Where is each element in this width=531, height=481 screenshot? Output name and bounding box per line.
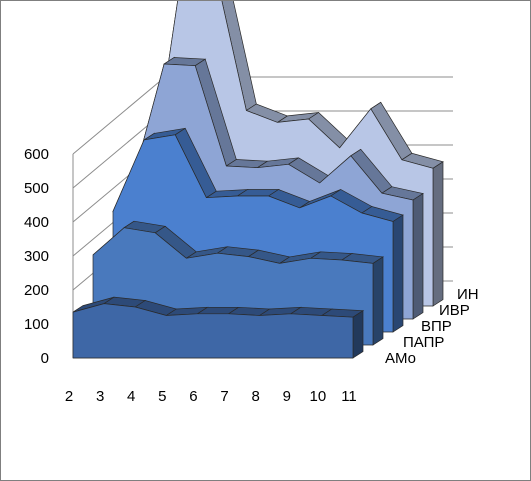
- x-tick-label: 10: [310, 388, 327, 405]
- y-tick-label: 500: [24, 180, 49, 197]
- y-tick-label: 0: [41, 350, 49, 367]
- x-tick-label: 6: [189, 388, 197, 405]
- x-tick-label: 5: [158, 388, 166, 405]
- area-side-face: [432, 161, 444, 307]
- series-label-ивр: ИВР: [439, 302, 470, 319]
- y-tick-label: 400: [24, 214, 49, 231]
- series-label-впр: ВПР: [421, 318, 452, 335]
- area-side-face: [392, 214, 404, 333]
- y-tick-label: 600: [24, 146, 49, 163]
- y-tick-label: 300: [24, 248, 49, 265]
- x-tick-label: 4: [127, 388, 135, 405]
- series-area-амо: [72, 296, 365, 359]
- x-tick-label: 8: [251, 388, 259, 405]
- series-label-папр: ПАПР: [403, 334, 444, 351]
- area-side-face: [412, 192, 424, 320]
- x-tick-label: 9: [283, 388, 291, 405]
- y-tick-label: 200: [24, 282, 49, 299]
- y-axis-tick-labels: 0 100 200 300 400 500 600: [24, 146, 49, 367]
- y-tick-label: 100: [24, 316, 49, 333]
- x-tick-label: 2: [65, 388, 73, 405]
- area-side-face: [352, 310, 364, 359]
- area-side-face: [372, 256, 384, 346]
- x-tick-label: 7: [220, 388, 228, 405]
- x-tick-label: 11: [341, 388, 357, 405]
- x-tick-label: 3: [96, 388, 104, 405]
- x-axis-tick-labels: 2 3 4 5 6 7 8 9 10 11: [65, 388, 357, 405]
- area-front-face: [72, 303, 354, 359]
- series-areas: [72, 1, 444, 359]
- series-label-амо: АМо: [385, 350, 416, 367]
- series-label-ин: ИН: [457, 286, 479, 303]
